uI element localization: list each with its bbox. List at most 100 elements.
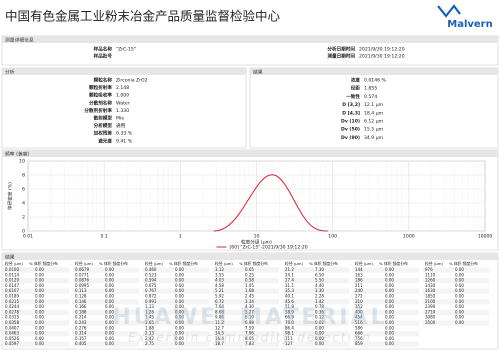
field-label: D [4,3] [342, 110, 360, 116]
size-cell: 163 [355, 272, 363, 277]
size-cell: 3.12 [215, 267, 224, 272]
field-label: 一致性 [346, 93, 360, 100]
volume-cell: 0.00 [35, 272, 44, 277]
volume-cell: 0.00 [175, 299, 184, 304]
size-cell: 6.72 [215, 299, 224, 304]
size-cell: 0.0407 [5, 325, 19, 330]
size-cell: 0.0995 [75, 283, 89, 288]
size-cell: 272 [355, 294, 363, 299]
row-stripe [423, 277, 489, 284]
volume-cell: 0.00 [385, 304, 394, 309]
volume-cell: 6.50 [315, 272, 324, 277]
row-stripe [213, 267, 279, 273]
table-header: % 体积 频度分布 [99, 261, 128, 266]
size-cell: 0.214 [75, 315, 87, 320]
size-cell: 12.7 [215, 325, 224, 330]
volume-cell: 0.00 [35, 283, 44, 288]
volume-cell: 4.30 [245, 304, 254, 309]
size-cell: 352 [355, 304, 363, 309]
size-cell: 2.13 [145, 331, 154, 336]
size-cell: 0.314 [75, 331, 87, 336]
field-label: Dv (50) [341, 127, 360, 133]
volume-cell: 0.00 [35, 331, 44, 336]
size-cell: 1.13 [145, 304, 154, 309]
size-cell: 7.64 [215, 304, 224, 309]
field-value: 6.12 μm [364, 119, 384, 125]
size-cell: 0.0100 [5, 267, 19, 272]
volume-cell: 0.00 [105, 309, 114, 314]
field-label: 样品批号 [94, 53, 113, 60]
table-header: 粒径 (μm) [285, 261, 303, 266]
field-value: 18.4 μm [364, 110, 384, 116]
row-stripe [143, 320, 209, 326]
table-header: % 体积 频度分布 [379, 261, 408, 266]
volume-cell: 0.05 [245, 267, 254, 272]
volume-cell: 3.30 [315, 288, 324, 293]
field-label: Dv (90) [341, 135, 360, 141]
volume-cell: 0.00 [35, 325, 44, 330]
row-stripe [143, 288, 209, 294]
size-cell: 2.42 [145, 336, 154, 341]
volume-cell: 7.96 [245, 331, 254, 336]
y-tick-label: 4 [22, 201, 25, 207]
volume-cell: 0.00 [385, 272, 394, 277]
chart-bar [2, 150, 498, 157]
volume-cell: 0.00 [175, 309, 184, 314]
size-cell: 211 [355, 283, 363, 288]
size-cell: 0.460 [145, 267, 157, 272]
field-value: "ZrC-15" [116, 47, 136, 53]
size-cell: 0.0597 [5, 341, 19, 346]
volume-cell: 0.00 [35, 309, 44, 314]
row-stripe [353, 288, 419, 294]
volume-cell: 0.00 [385, 299, 394, 304]
volume-cell: 0.00 [105, 336, 114, 341]
size-cell: 0.0315 [5, 315, 19, 320]
size-cell: 4.03 [215, 278, 224, 283]
analysis-bar [2, 68, 246, 75]
row-stripe [73, 330, 139, 337]
table-header: % 体积 频度分布 [449, 261, 478, 266]
size-cell: 0.675 [145, 283, 157, 288]
size-cell: 0.405 [75, 341, 87, 346]
size-cell: 0.166 [75, 304, 87, 309]
section-heading: 分析 [5, 68, 15, 75]
size-cell: 454 [355, 315, 363, 320]
volume-cell: 0.00 [105, 304, 114, 309]
field-value: Water [116, 100, 130, 106]
size-cell: 0.276 [75, 325, 87, 330]
results-bar [250, 68, 498, 75]
field-label: 加权残差 [93, 130, 113, 137]
size-cell: 18.7 [215, 341, 224, 346]
row-stripe [73, 277, 139, 284]
size-cell: 5.21 [215, 288, 224, 293]
row-stripe [143, 267, 209, 273]
field-label: 散射模型 [94, 115, 113, 122]
row-stripe [213, 299, 279, 305]
size-cell: 0.0463 [5, 331, 19, 336]
field-value: 1.000 [116, 93, 129, 99]
chart-title: 频率 (兼容) [5, 150, 30, 157]
field-value: 1.330 [116, 108, 129, 114]
row-stripe [283, 330, 349, 337]
size-cell: 1.88 [145, 325, 154, 330]
volume-cell: 4.40 [315, 283, 324, 288]
field-label: 颗粒折射率 [89, 84, 112, 91]
row-stripe [213, 309, 279, 316]
x-tick-label: 10 [254, 234, 260, 240]
size-cell: 4.58 [215, 283, 224, 288]
row-stripe [353, 309, 419, 316]
row-stripe [423, 267, 489, 273]
size-cell: 3500 [425, 320, 436, 325]
size-cell: 0.0771 [75, 272, 89, 277]
size-cell: 1.45 [145, 315, 154, 320]
table-bar [2, 253, 498, 260]
row-stripe [73, 341, 139, 347]
y-tick-label: 0 [22, 229, 25, 235]
size-cell: 0.0114 [5, 272, 19, 277]
volume-cell: 0.00 [455, 315, 464, 320]
field-value: Zirconia ZrO2 [116, 78, 148, 84]
volume-cell: 0.00 [175, 278, 184, 283]
watermark: HUAWEI MATERIAL [112, 305, 387, 330]
size-cell: 21.2 [285, 267, 294, 272]
size-cell: 976 [425, 267, 433, 272]
